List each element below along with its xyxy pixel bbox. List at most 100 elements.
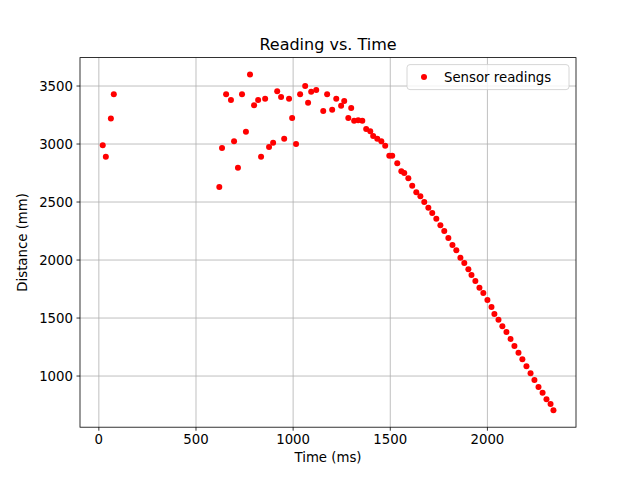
point: [251, 102, 257, 108]
tick-mark: [293, 427, 294, 431]
tick-label: 1000: [39, 369, 73, 384]
point: [274, 88, 280, 94]
point: [528, 370, 534, 376]
tick-label: 2500: [39, 195, 73, 210]
point: [550, 407, 556, 413]
point: [511, 343, 517, 349]
plot-area: [80, 58, 576, 428]
tick-mark: [195, 427, 196, 431]
point: [499, 323, 505, 329]
tick-mark: [77, 318, 81, 319]
frame: [80, 58, 576, 428]
x-axis-label: Time (ms): [293, 450, 361, 465]
point: [329, 107, 335, 113]
grid-line: [195, 58, 196, 428]
point: [449, 242, 455, 248]
point: [484, 297, 490, 303]
point: [531, 377, 537, 383]
tick-mark: [77, 376, 81, 377]
point: [540, 390, 546, 396]
point: [108, 116, 114, 122]
point: [503, 329, 509, 335]
point: [270, 140, 276, 146]
point: [289, 115, 295, 121]
point: [313, 87, 319, 93]
grid-line: [487, 58, 488, 428]
point: [302, 83, 308, 89]
grid-line: [80, 202, 576, 203]
point: [258, 154, 264, 160]
point: [421, 199, 427, 205]
tick-label: 2000: [39, 253, 73, 268]
point: [100, 142, 106, 148]
legend-box: [407, 65, 569, 90]
grid-line: [80, 144, 576, 145]
grid-line: [80, 318, 576, 319]
point: [305, 100, 311, 106]
point: [437, 222, 443, 228]
point: [297, 91, 303, 97]
tick-mark: [77, 202, 81, 203]
tick-label: 3000: [39, 137, 73, 152]
tick-label: 3500: [39, 79, 73, 94]
point: [262, 96, 268, 102]
point: [255, 97, 261, 103]
point: [429, 210, 435, 216]
tick-label: 1500: [373, 432, 407, 447]
point: [495, 317, 501, 323]
point: [461, 260, 467, 266]
point: [465, 266, 471, 272]
tick-mark: [487, 427, 488, 431]
grid-line: [80, 376, 576, 377]
point: [519, 356, 525, 362]
point: [472, 278, 478, 284]
points: [100, 71, 557, 413]
point: [515, 350, 521, 356]
tick-mark: [98, 427, 99, 431]
tick-label: 1500: [39, 311, 73, 326]
point: [378, 138, 384, 144]
point: [548, 401, 554, 407]
grid-line: [98, 58, 99, 428]
tick-label: 500: [183, 432, 208, 447]
point: [111, 91, 117, 97]
point: [476, 285, 482, 291]
point: [219, 145, 225, 151]
grid-line: [390, 58, 391, 428]
point: [457, 255, 463, 261]
point: [425, 205, 431, 211]
point: [243, 129, 249, 135]
legend: Sensor readings: [407, 65, 569, 90]
point: [488, 304, 494, 310]
tick-label: 0: [95, 432, 103, 447]
point: [394, 160, 400, 166]
point: [536, 384, 542, 390]
tick-mark: [77, 260, 81, 261]
point: [320, 108, 326, 114]
tick-mark: [77, 144, 81, 145]
grid-line: [293, 58, 294, 428]
point: [324, 91, 330, 97]
legend-label: Sensor readings: [444, 70, 551, 85]
point: [341, 98, 347, 104]
point: [223, 91, 229, 97]
point: [278, 94, 284, 100]
point: [348, 105, 354, 111]
point: [523, 363, 529, 369]
y-axis-label: Distance (mm): [15, 193, 30, 292]
title: Reading vs. Time: [259, 35, 396, 54]
point: [508, 336, 514, 342]
grid-line: [80, 260, 576, 261]
point: [235, 165, 241, 171]
point: [359, 118, 365, 124]
point: [228, 97, 234, 103]
point: [441, 228, 447, 234]
point: [281, 136, 287, 142]
point: [389, 153, 395, 159]
point: [216, 184, 222, 190]
point: [239, 91, 245, 97]
point: [247, 71, 253, 77]
point: [405, 175, 411, 181]
point: [286, 96, 292, 102]
point: [293, 141, 299, 147]
